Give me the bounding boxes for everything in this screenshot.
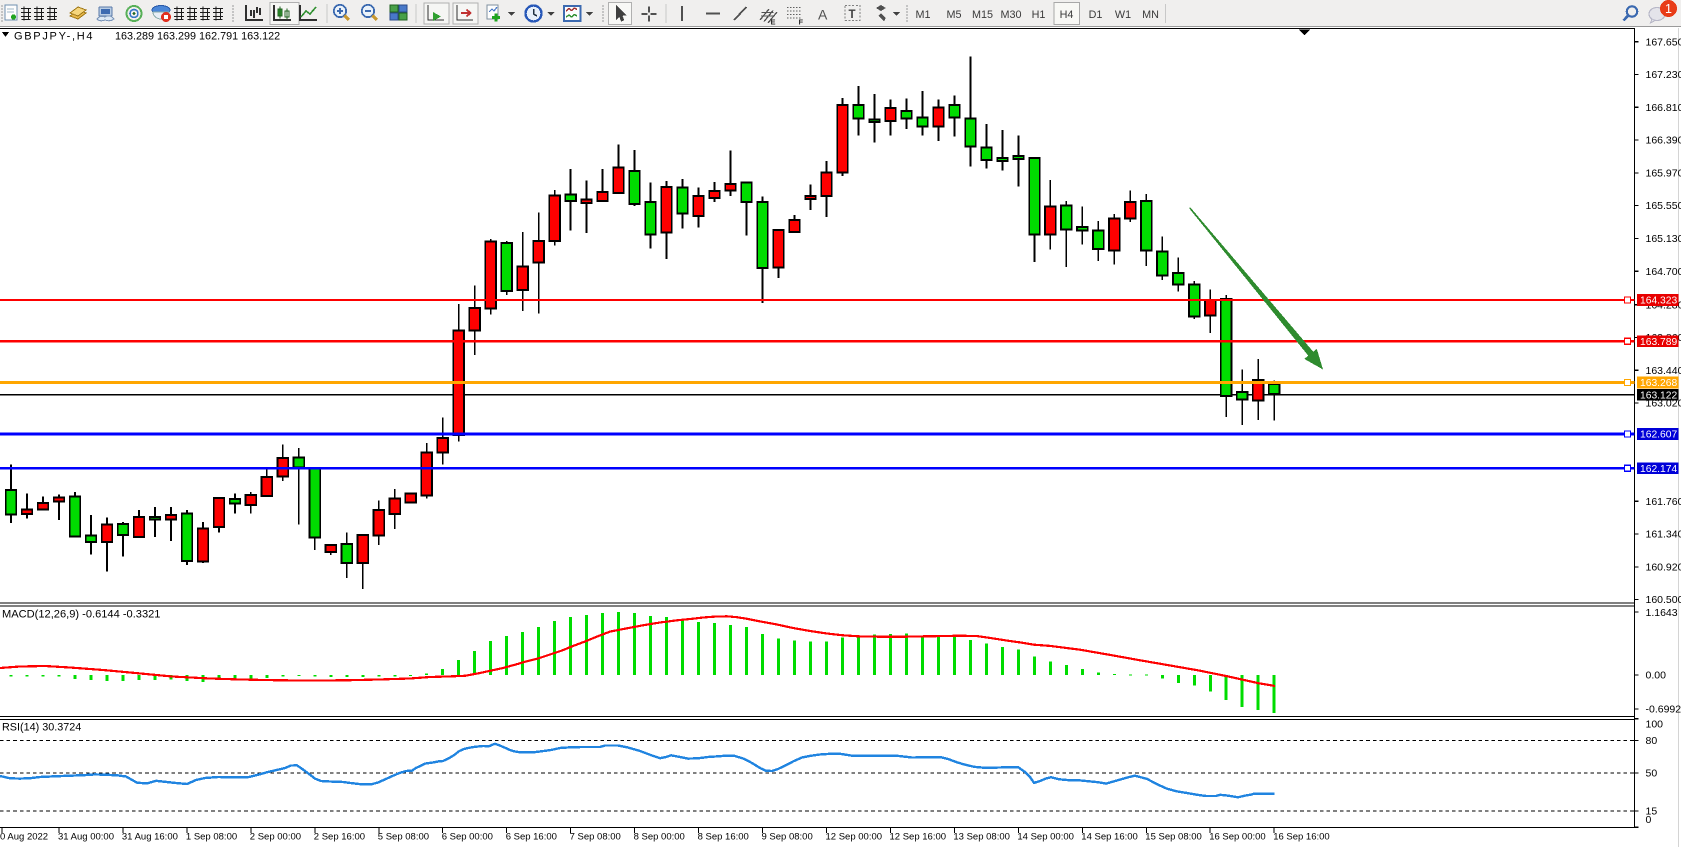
svg-text:16 Sep 00:00: 16 Sep 00:00 <box>1209 832 1266 843</box>
svg-text:162.174: 162.174 <box>1640 464 1677 475</box>
svg-text:167.230: 167.230 <box>1646 69 1681 81</box>
svg-text:12 Sep 00:00: 12 Sep 00:00 <box>826 832 883 843</box>
svg-text:165.970: 165.970 <box>1646 168 1681 180</box>
svg-text:50: 50 <box>1646 768 1658 780</box>
svg-text:13 Sep 08:00: 13 Sep 08:00 <box>953 832 1010 843</box>
svg-text:M5: M5 <box>947 9 962 21</box>
svg-text:0: 0 <box>1646 814 1652 826</box>
svg-text:80: 80 <box>1646 735 1658 747</box>
svg-text:167.650: 167.650 <box>1646 36 1681 48</box>
svg-text:163.440: 163.440 <box>1646 365 1681 377</box>
svg-text:6 Sep 00:00: 6 Sep 00:00 <box>442 832 493 843</box>
svg-text:162.607: 162.607 <box>1640 430 1677 441</box>
svg-text:12 Sep 16:00: 12 Sep 16:00 <box>890 832 947 843</box>
svg-text:MN: MN <box>1142 9 1159 21</box>
svg-text:7 Sep 08:00: 7 Sep 08:00 <box>570 832 621 843</box>
svg-text:165.550: 165.550 <box>1646 200 1681 212</box>
svg-text:5 Sep 08:00: 5 Sep 08:00 <box>378 832 429 843</box>
svg-text:9 Sep 08:00: 9 Sep 08:00 <box>762 832 813 843</box>
svg-text:2 Sep 16:00: 2 Sep 16:00 <box>314 832 365 843</box>
svg-text:E: E <box>771 18 776 27</box>
svg-text:160.920: 160.920 <box>1646 562 1681 574</box>
svg-text:8 Sep 00:00: 8 Sep 00:00 <box>634 832 685 843</box>
svg-text:6 Sep 16:00: 6 Sep 16:00 <box>506 832 557 843</box>
svg-text:166.390: 166.390 <box>1646 135 1681 147</box>
svg-text:16 Sep 16:00: 16 Sep 16:00 <box>1273 832 1330 843</box>
svg-text:0.00: 0.00 <box>1646 669 1667 681</box>
svg-text:15: 15 <box>1646 806 1658 818</box>
svg-text:RSI(14) 30.3724: RSI(14) 30.3724 <box>2 722 81 734</box>
svg-text:161.760: 161.760 <box>1646 496 1681 508</box>
svg-text:160.500: 160.500 <box>1646 594 1681 606</box>
svg-text:M15: M15 <box>972 9 993 21</box>
svg-text:1.1643: 1.1643 <box>1646 607 1678 619</box>
svg-text:D1: D1 <box>1089 9 1103 21</box>
svg-text:161.340: 161.340 <box>1646 529 1681 541</box>
svg-text:GBPJPY-,H4: GBPJPY-,H4 <box>14 31 94 43</box>
svg-text:F: F <box>799 18 804 27</box>
svg-text:15 Sep 08:00: 15 Sep 08:00 <box>1145 832 1202 843</box>
svg-text:0 Aug 2022: 0 Aug 2022 <box>0 832 48 843</box>
svg-text:W1: W1 <box>1115 9 1131 21</box>
svg-text:1 Sep 08:00: 1 Sep 08:00 <box>186 832 237 843</box>
svg-text:1: 1 <box>1665 2 1672 16</box>
svg-text:165.130: 165.130 <box>1646 233 1681 245</box>
svg-text:100: 100 <box>1646 719 1664 731</box>
svg-text:164.323: 164.323 <box>1640 296 1677 307</box>
svg-text:T: T <box>849 9 856 21</box>
svg-text:31 Aug 00:00: 31 Aug 00:00 <box>58 832 114 843</box>
svg-text:A: A <box>818 7 828 23</box>
svg-text:163.789: 163.789 <box>1640 337 1677 348</box>
svg-text:31 Aug 16:00: 31 Aug 16:00 <box>122 832 178 843</box>
svg-text:MACD(12,26,9) -0.6144 -0.3321: MACD(12,26,9) -0.6144 -0.3321 <box>2 609 160 621</box>
svg-text:2 Sep 00:00: 2 Sep 00:00 <box>250 832 301 843</box>
svg-text:M1: M1 <box>916 9 931 21</box>
svg-text:M30: M30 <box>1000 9 1021 21</box>
svg-text:14 Sep 00:00: 14 Sep 00:00 <box>1017 832 1074 843</box>
svg-text:8 Sep 16:00: 8 Sep 16:00 <box>698 832 749 843</box>
svg-text:164.700: 164.700 <box>1646 266 1681 278</box>
svg-text:H4: H4 <box>1060 9 1074 21</box>
svg-text:163.122: 163.122 <box>1640 391 1677 402</box>
svg-text:166.810: 166.810 <box>1646 102 1681 114</box>
svg-text:-0.6992: -0.6992 <box>1646 704 1681 716</box>
svg-text:14 Sep 16:00: 14 Sep 16:00 <box>1081 832 1138 843</box>
svg-text:163.289 163.299 162.791 163.12: 163.289 163.299 162.791 163.122 <box>115 31 280 43</box>
svg-text:H1: H1 <box>1032 9 1046 21</box>
svg-text:163.268: 163.268 <box>1640 378 1677 389</box>
